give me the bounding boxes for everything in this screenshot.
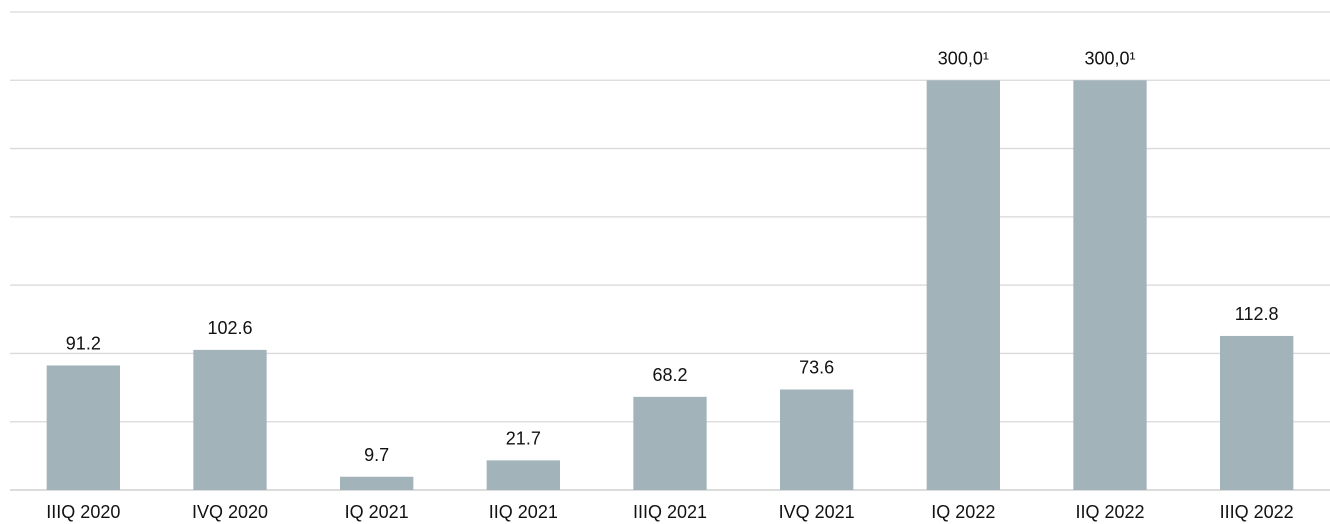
x-tick-label: IIQ 2021 [489,502,558,522]
bar [46,365,120,490]
bar [780,389,854,490]
x-tick-label: IIIQ 2020 [46,502,120,522]
x-tick-label: IIIQ 2021 [633,502,707,522]
x-tick-label: IIQ 2022 [1075,502,1144,522]
data-label: 91.2 [66,333,101,353]
data-label: 9.7 [364,445,389,465]
x-tick-label: IVQ 2021 [779,502,855,522]
x-tick-label: IQ 2021 [345,502,409,522]
bar [486,460,560,490]
bar [193,349,267,490]
bars [46,80,1294,491]
data-label: 300,0¹ [1084,48,1135,68]
data-label: 300,0¹ [938,48,989,68]
bar [633,396,707,490]
x-tick-label: IVQ 2020 [192,502,268,522]
x-tick-label: IIIQ 2022 [1220,502,1294,522]
x-axis-ticks: IIIQ 2020 IVQ 2020 IQ 2021 IIQ 2021 IIIQ 202… [46,502,1293,522]
data-labels: 91.2 102.6 9.7 21.7 68.2 73.6 300,0¹ 300,0¹ 112.… [66,48,1279,464]
data-label: 102.6 [207,318,252,338]
data-label: 112.8 [1235,304,1279,324]
bar [340,476,414,490]
data-label: 21.7 [506,428,541,448]
bar [926,80,1000,491]
bar [1220,335,1294,490]
data-label: 73.6 [799,357,834,377]
data-label: 68.2 [652,365,687,385]
bar [1073,80,1147,491]
x-tick-label: IQ 2022 [931,502,995,522]
